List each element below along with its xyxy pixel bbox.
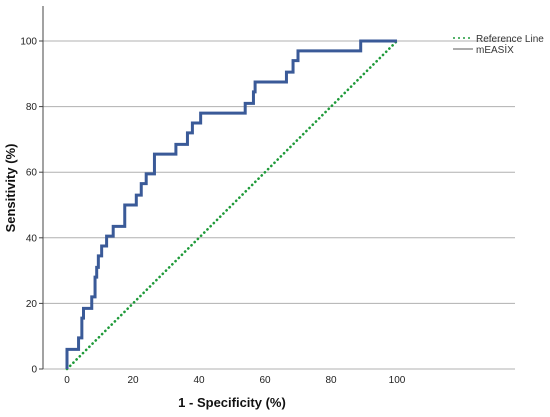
y-tick-labels: 0 20 40 60 80 100 — [20, 37, 37, 376]
x-tick-label-100: 100 — [389, 375, 406, 386]
x-tick-label-60: 60 — [259, 375, 271, 386]
x-axis-title: 1 - Specificity (%) — [178, 395, 286, 410]
y-tick-label-20: 20 — [26, 299, 38, 310]
x-tick-label-20: 20 — [127, 375, 139, 386]
y-tick-label-100: 100 — [20, 37, 37, 48]
legend-label-reference: Reference Line — [476, 34, 544, 45]
y-axis-title: Sensitivity (%) — [3, 144, 18, 233]
x-tick-label-80: 80 — [325, 375, 337, 386]
y-tick-label-40: 40 — [26, 233, 38, 244]
y-tick-label-0: 0 — [31, 365, 37, 376]
series-lines — [65, 39, 399, 371]
grid-lines — [39, 40, 515, 370]
x-tick-labels: 0 20 40 60 80 100 — [64, 375, 406, 386]
roc-curve-measix — [65, 39, 397, 369]
y-tick-label-80: 80 — [26, 102, 38, 113]
reference-line — [65, 39, 399, 371]
x-tick-label-40: 40 — [193, 375, 205, 386]
legend: Reference Line mEASİX — [453, 34, 544, 56]
y-tick-label-60: 60 — [26, 168, 38, 179]
legend-label-measix: mEASİX — [476, 43, 514, 56]
x-tick-label-0: 0 — [64, 375, 70, 386]
